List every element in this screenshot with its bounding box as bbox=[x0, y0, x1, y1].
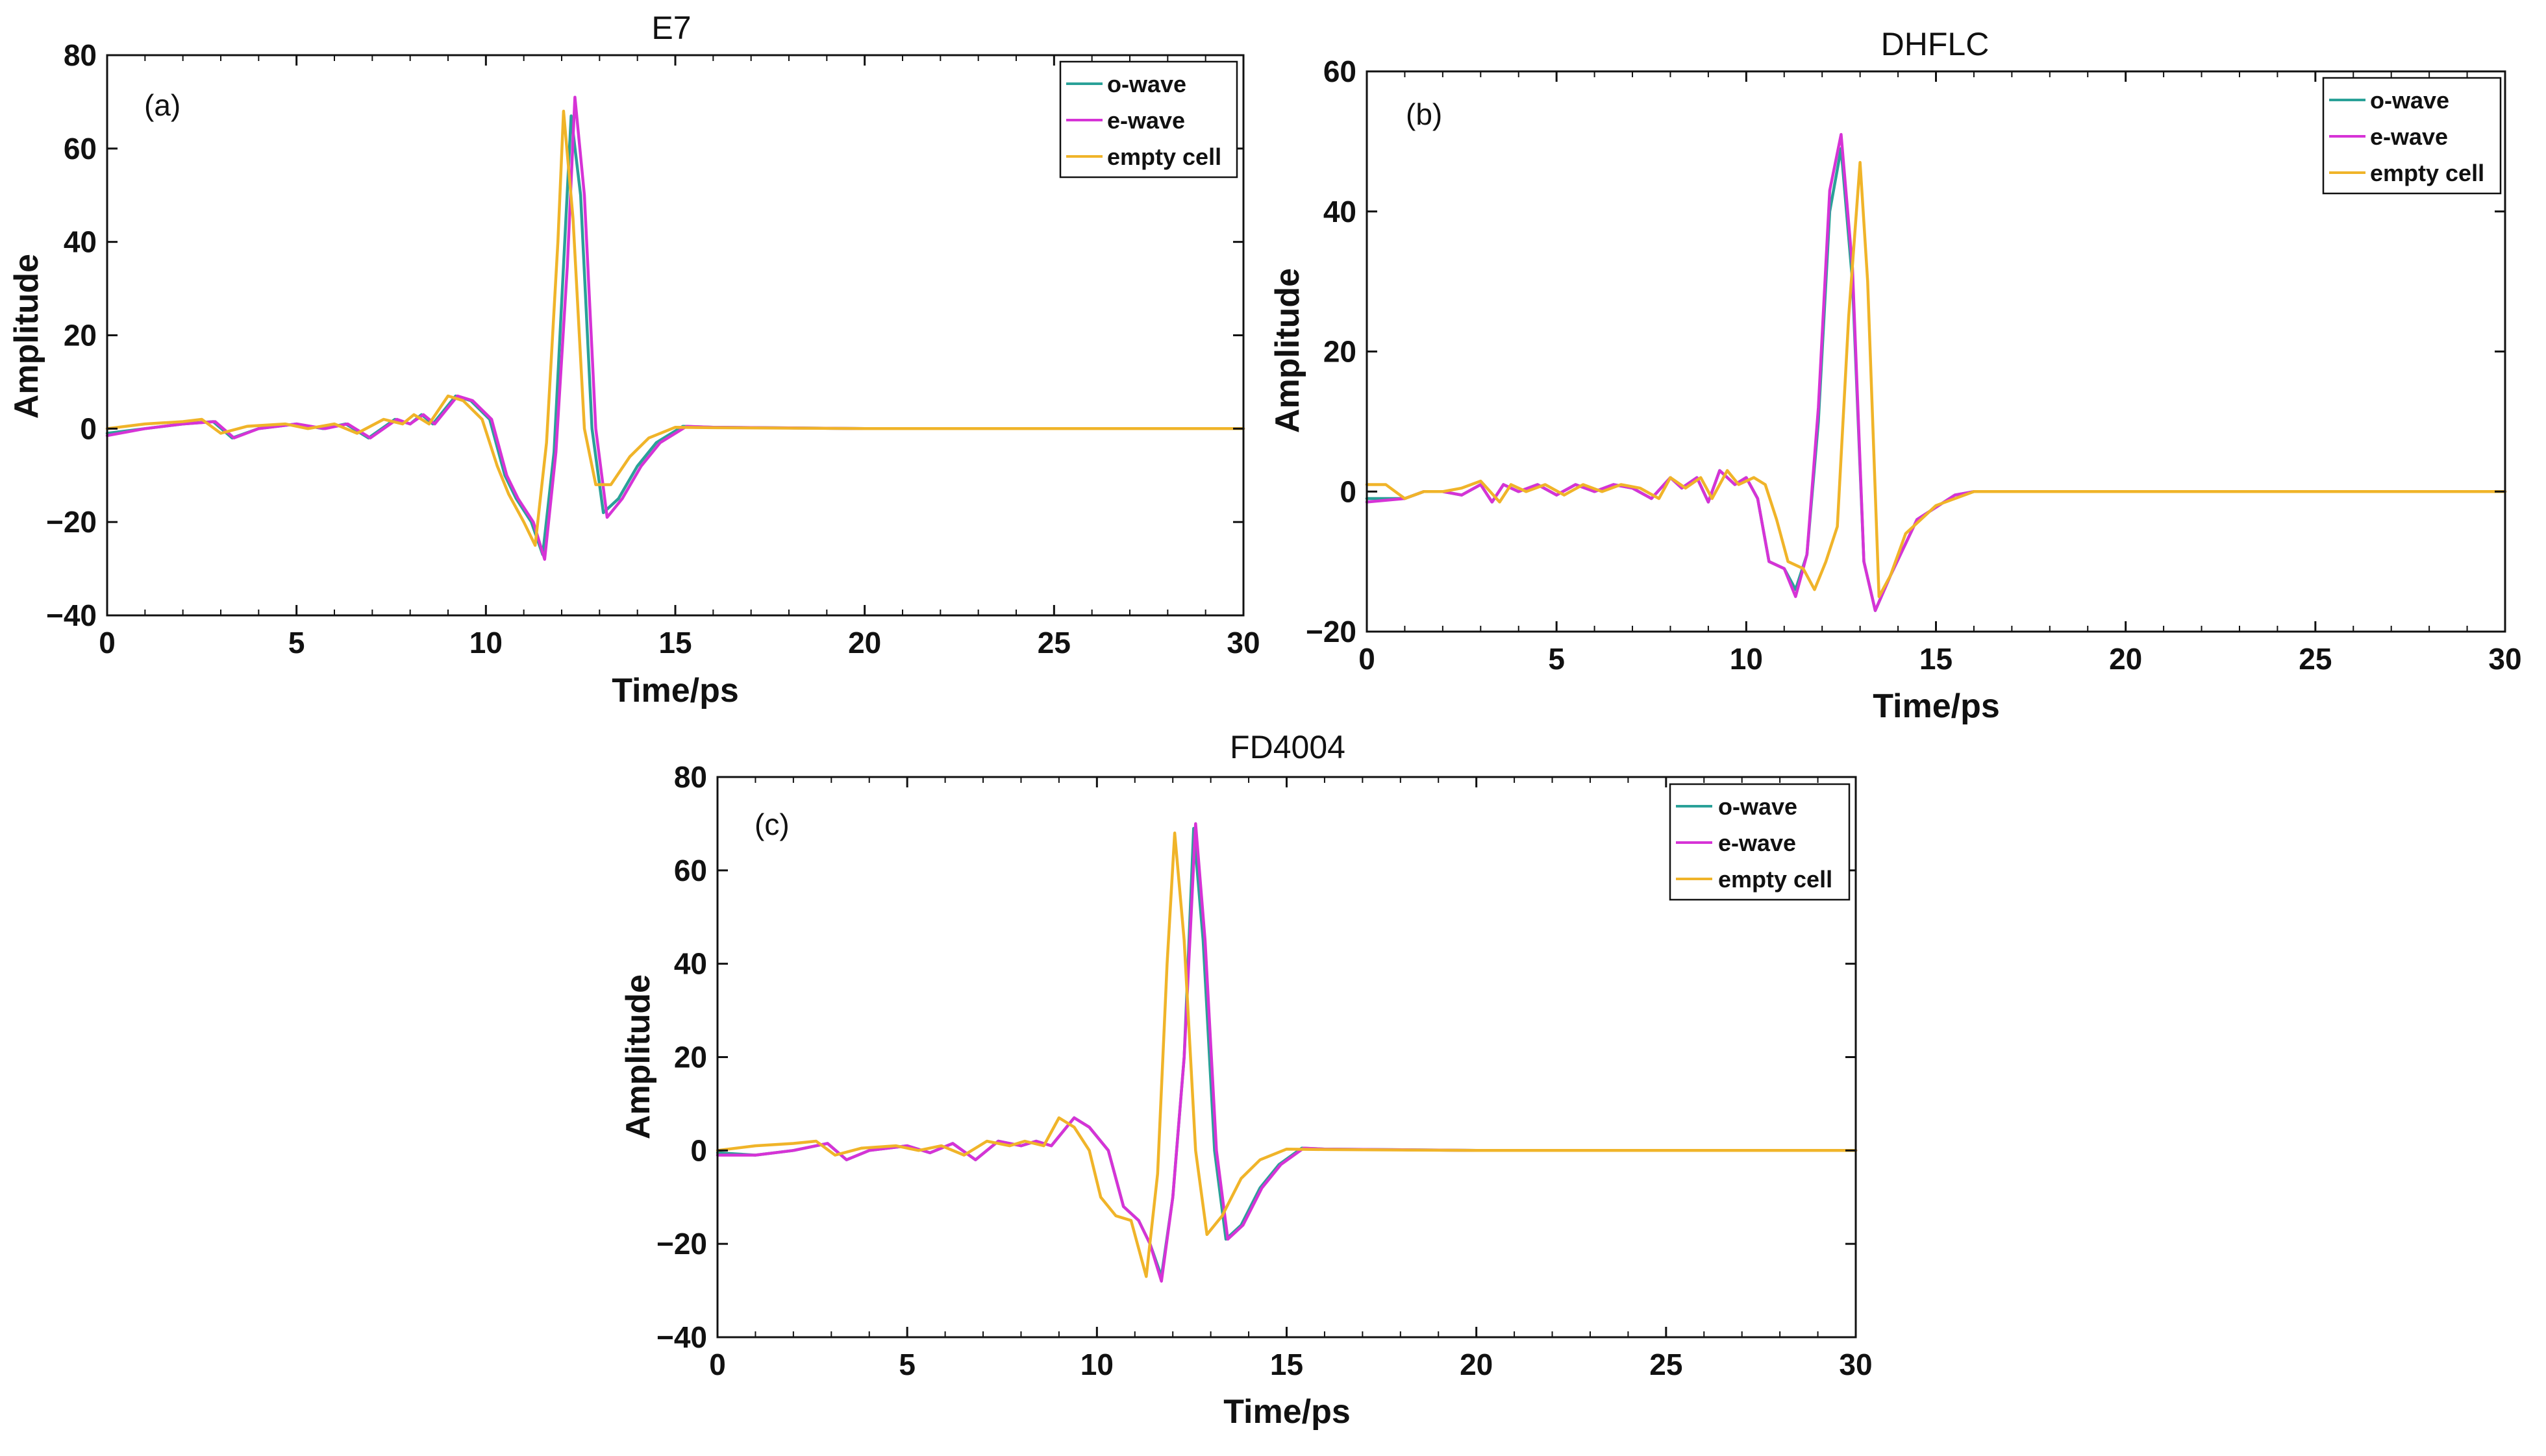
chart-b-legend-item-empty-cell: empty cell bbox=[2329, 160, 2484, 186]
chart-c: FD4004 0 5 10 15 20 25 30 −40 −20 0 20 40 60 80 (c) T… bbox=[619, 729, 1873, 1431]
chart-c-y-tick-label: 40 bbox=[674, 947, 707, 981]
chart-b-y-tick-label: 40 bbox=[1323, 195, 1356, 228]
chart-b-x-axis-label: Time/ps bbox=[1873, 687, 2000, 725]
chart-a-legend-label-o-wave: o-wave bbox=[1107, 71, 1186, 97]
chart-c-panel-label: (c) bbox=[755, 808, 790, 841]
chart-c-legend-label-e-wave: e-wave bbox=[1718, 830, 1796, 856]
chart-a-y-tick-label: −20 bbox=[46, 505, 97, 539]
chart-c-y-tick-label: 20 bbox=[674, 1041, 707, 1074]
chart-c-series-empty-cell bbox=[716, 832, 1858, 1278]
chart-a-legend-item-e-wave: e-wave bbox=[1066, 107, 1185, 134]
chart-b-panel-label: (b) bbox=[1406, 97, 1442, 131]
chart-c-x-tick-label: 20 bbox=[1460, 1348, 1493, 1381]
chart-b-legend: o-wave e-wave empty cell bbox=[2322, 77, 2502, 195]
chart-c-x-tick-label: 0 bbox=[709, 1348, 726, 1381]
chart-a-x-tick-label: 15 bbox=[658, 626, 692, 660]
chart-b-legend-label-e-wave: e-wave bbox=[2370, 123, 2448, 150]
chart-b-title: DHFLC bbox=[1881, 26, 1990, 62]
chart-a-x-tick-label: 5 bbox=[288, 626, 305, 660]
chart-c-legend-label-empty-cell: empty cell bbox=[1718, 866, 1832, 893]
chart-b-legend-item-e-wave: e-wave bbox=[2329, 123, 2448, 150]
chart-c-y-axis-label: Amplitude bbox=[619, 974, 657, 1139]
chart-a-y-tick-label: 80 bbox=[64, 38, 97, 72]
chart-b-y-tick-label: 20 bbox=[1323, 335, 1356, 369]
chart-b-legend-label-empty-cell: empty cell bbox=[2370, 160, 2484, 186]
chart-a-series-e-wave bbox=[105, 95, 1245, 561]
chart-a-legend: o-wave e-wave empty cell bbox=[1059, 60, 1238, 179]
chart-a-series-empty-cell bbox=[105, 110, 1245, 547]
chart-b-y-tick-label: 0 bbox=[1340, 475, 1356, 508]
chart-c-legend-item-empty-cell: empty cell bbox=[1676, 866, 1832, 893]
chart-c-y-tick-label: 60 bbox=[674, 854, 707, 887]
chart-c-x-tick-label: 10 bbox=[1080, 1348, 1114, 1381]
chart-c-x-tick-label: 5 bbox=[899, 1348, 916, 1381]
chart-c-y-tick-label: −40 bbox=[656, 1320, 707, 1354]
chart-b-legend-item-o-wave: o-wave bbox=[2329, 87, 2449, 114]
chart-a-legend-label-empty-cell: empty cell bbox=[1107, 143, 1221, 170]
chart-b-x-tick-label: 15 bbox=[1919, 642, 1953, 676]
chart-c-x-tick-label: 15 bbox=[1270, 1348, 1303, 1381]
chart-b-x-tick-label: 30 bbox=[2488, 642, 2521, 676]
chart-b-x-tick-label: 10 bbox=[1730, 642, 1763, 676]
chart-b-x-tick-label: 0 bbox=[1358, 642, 1375, 676]
chart-c-y-tick-label: 80 bbox=[674, 760, 707, 794]
chart-a-legend-item-o-wave: o-wave bbox=[1066, 71, 1186, 97]
chart-b-series-e-wave bbox=[1365, 132, 2507, 612]
chart-c-x-tick-label: 30 bbox=[1839, 1348, 1872, 1381]
chart-c-x-axis-label: Time/ps bbox=[1223, 1393, 1351, 1431]
chart-b-x-tick-label: 25 bbox=[2299, 642, 2332, 676]
chart-b-legend-label-o-wave: o-wave bbox=[2370, 87, 2449, 114]
chart-a-x-tick-label: 0 bbox=[99, 626, 116, 660]
chart-a-y-tick-label: 40 bbox=[64, 225, 97, 259]
chart-c-plot-area bbox=[718, 777, 1856, 1337]
chart-c-y-tick-label: 0 bbox=[690, 1133, 707, 1167]
chart-a-y-tick-label: 20 bbox=[64, 319, 97, 352]
chart-b-y-tick-label: 60 bbox=[1323, 55, 1356, 88]
chart-c-legend: o-wave e-wave empty cell bbox=[1669, 783, 1851, 901]
chart-c-title: FD4004 bbox=[1230, 729, 1345, 765]
chart-a-x-tick-label: 25 bbox=[1038, 626, 1071, 660]
chart-a-plot-area bbox=[107, 55, 1243, 615]
chart-b-series-empty-cell bbox=[1365, 160, 2507, 598]
chart-a-y-tick-label: −40 bbox=[46, 598, 97, 632]
chart-a-x-tick-label: 20 bbox=[848, 626, 881, 660]
chart-a: E7 0 5 10 15 20 25 30 −40 −20 0 20 40 60 80 (a) Time/… bbox=[8, 10, 1260, 709]
chart-b-x-tick-label: 5 bbox=[1548, 642, 1565, 676]
chart-b-x-tick-label: 20 bbox=[2109, 642, 2142, 676]
chart-a-y-tick-label: 60 bbox=[64, 132, 97, 166]
chart-a-legend-item-empty-cell: empty cell bbox=[1066, 143, 1221, 170]
chart-a-title: E7 bbox=[651, 10, 691, 46]
chart-a-x-axis-label: Time/ps bbox=[612, 672, 739, 709]
chart-c-series-e-wave bbox=[716, 822, 1858, 1283]
chart-a-panel-label: (a) bbox=[144, 88, 181, 122]
chart-a-x-tick-label: 30 bbox=[1227, 626, 1260, 660]
chart-a-x-tick-label: 10 bbox=[469, 626, 503, 660]
chart-c-legend-label-o-wave: o-wave bbox=[1718, 793, 1797, 820]
chart-c-legend-item-e-wave: e-wave bbox=[1676, 830, 1796, 856]
chart-a-y-tick-label: 0 bbox=[80, 412, 97, 445]
chart-c-legend-item-o-wave: o-wave bbox=[1676, 793, 1797, 820]
chart-c-x-tick-label: 25 bbox=[1649, 1348, 1682, 1381]
chart-b-y-axis-label: Amplitude bbox=[1269, 268, 1306, 433]
chart-a-y-axis-label: Amplitude bbox=[8, 254, 45, 419]
chart-b-plot-area bbox=[1367, 71, 2505, 632]
chart-b-y-tick-label: −20 bbox=[1306, 615, 1356, 648]
chart-c-y-tick-label: −20 bbox=[656, 1227, 707, 1261]
chart-a-legend-label-e-wave: e-wave bbox=[1107, 107, 1185, 134]
